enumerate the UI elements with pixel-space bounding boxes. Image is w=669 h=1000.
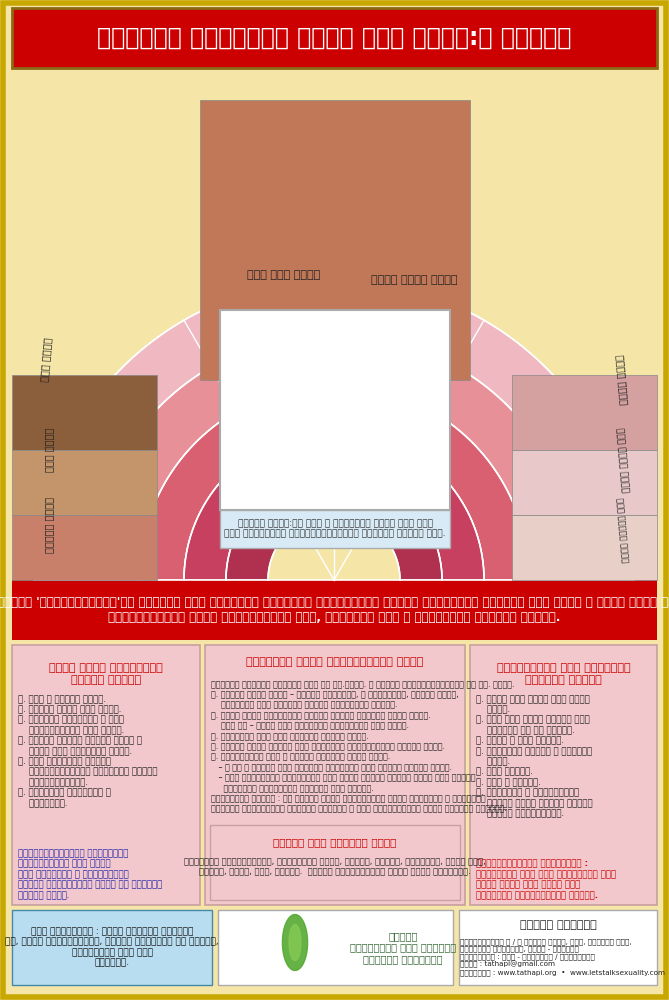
FancyBboxPatch shape bbox=[200, 100, 470, 380]
FancyBboxPatch shape bbox=[470, 645, 657, 905]
FancyBboxPatch shape bbox=[512, 375, 657, 450]
FancyBboxPatch shape bbox=[220, 310, 450, 510]
FancyBboxPatch shape bbox=[12, 515, 157, 580]
Polygon shape bbox=[88, 334, 580, 580]
Text: थोडे फिकट रक्त: थोडे फिकट रक्त bbox=[371, 275, 457, 285]
FancyBboxPatch shape bbox=[210, 825, 460, 900]
Text: रक्तपांडरीचे दुष्चक्र :
रक्तातील लोह कमी झाल्याने भूक
लागत नाही आणि आहार कमी
झाल: रक्तपांडरीचे दुष्चक्र : रक्तातील लोह कमी… bbox=[476, 860, 616, 900]
Text: भरपूर लोह असणारा आहार: भरपूर लोह असणारा आहार bbox=[274, 837, 397, 847]
Text: रक्तातलोह कमी असल्यास
होणारे त्रास: रक्तातलोह कमी असल्यास होणारे त्रास bbox=[496, 663, 630, 685]
FancyBboxPatch shape bbox=[12, 450, 157, 515]
FancyBboxPatch shape bbox=[12, 8, 657, 68]
Text: आवश्यक लोहाचे प्रमाण रोज ३० मि.ग्रॅ. व गरोदर स्त्रियांसाठी ४० मि. ग्रॅ.
१. समतोल: आवश्यक लोहाचे प्रमाण रोज ३० मि.ग्रॅ. व ग… bbox=[211, 680, 514, 814]
Text: खूप फिकट रक्त: खूप फिकट रक्त bbox=[615, 427, 630, 493]
Polygon shape bbox=[184, 430, 484, 580]
FancyBboxPatch shape bbox=[218, 910, 453, 985]
Text: रक्त फिकट पडण्याची
मुख्य कारणे: रक्त फिकट पडण्याची मुख्य कारणे bbox=[49, 663, 163, 685]
FancyBboxPatch shape bbox=[220, 510, 450, 548]
Polygon shape bbox=[226, 472, 442, 580]
Text: कमी लाल रक्त: कमी लाल रक्त bbox=[248, 270, 320, 280]
FancyBboxPatch shape bbox=[12, 580, 657, 640]
Polygon shape bbox=[34, 280, 634, 580]
Text: फिकट रक्त: फिकट रक्त bbox=[615, 355, 629, 405]
Text: हिरव्या पालेभाज्या, फळांवरची पाने, बाजरी, नाचणी, राजगिरा, काळे तीळ,
अहळीव, खजूर,: हिरव्या पालेभाज्या, फळांवरची पाने, बाजरी… bbox=[184, 857, 486, 876]
Polygon shape bbox=[289, 925, 301, 960]
FancyBboxPatch shape bbox=[459, 910, 657, 985]
FancyBboxPatch shape bbox=[12, 375, 157, 450]
Text: स्त्रियांमधील लोहाच्या
कमतरतेमुळे कमी आहार
आणि गरोदरपण व बाळंतपणात
जास्त रक्तस्र: स्त्रियांमधील लोहाच्या कमतरतेमुळे कमी आह… bbox=[18, 849, 163, 900]
Text: रेणुप्रकाश अ / २ मिराश मजला, ८१७, सदाशिव पेठ,
आसावारी पाजारकड, पुणे - ४११०२०
दूर: रेणुप्रकाश अ / २ मिराश मजला, ८१७, सदाशिव… bbox=[460, 938, 665, 976]
FancyBboxPatch shape bbox=[512, 515, 657, 580]
Text: रक्ताची लाली वाढवण्याचे उपाय: रक्ताची लाली वाढवण्याचे उपाय bbox=[246, 657, 423, 667]
FancyBboxPatch shape bbox=[205, 645, 465, 905]
Polygon shape bbox=[139, 385, 529, 580]
FancyBboxPatch shape bbox=[12, 910, 212, 985]
Text: मूळ संकल्पना : मानव आरोग्य वर्तुळ
१९, गणेश कॉम्पलेक्स, शारदा सोसायटी बस स्टँड,
अ: मूळ संकल्पना : मानव आरोग्य वर्तुळ १९, गण… bbox=[5, 927, 219, 968]
Text: खूप जास्त फिकट: खूप जास्त फिकट bbox=[615, 497, 630, 563]
Text: तथापि ट्रस्ट: तथापि ट्रस्ट bbox=[520, 920, 596, 930]
Text: रक्तातील 'हिमोग्लोबीन'चे प्रमाण कमी झाल्यास रक्ताची प्राणवायू वाहून नेण्याची क्ष: रक्तातील 'हिमोग्लोबीन'चे प्रमाण कमी झाल्… bbox=[0, 596, 669, 624]
Text: तथापि
स्त्रिया आणि आरोग्य
संसाधन संवर्धन: तथापि स्त्रिया आणि आरोग्य संसाधन संवर्धन bbox=[350, 931, 456, 964]
Text: १. थोडे काम केले तरी थकवा
    येणे.
२. खूप काम केले किंवा खूप
    चाललेल तर दम ल: १. थोडे काम केले तरी थकवा येणे. २. खूप क… bbox=[476, 695, 593, 818]
Text: लाल रक्त: लाल रक्त bbox=[44, 428, 54, 472]
Text: १. कमी व अपुरे जेवण.
२. पोटात आकडी जंत असणे.
३. वरचेवर मलेरिया व इतर
    संसर्गज: १. कमी व अपुरे जेवण. २. पोटात आकडी जंत अ… bbox=[18, 695, 157, 808]
Text: गडद रक्त: गडद रक्त bbox=[39, 338, 53, 382]
Text: आपल्या रक्ताची लाली आपण स्वत:च तपासा: आपल्या रक्ताची लाली आपण स्वत:च तपासा bbox=[97, 26, 572, 50]
FancyBboxPatch shape bbox=[512, 450, 657, 515]
FancyBboxPatch shape bbox=[12, 645, 200, 905]
Text: आरशात स्वत:ची जीभ व ओठाच्या आतला भाग बघा
आणि दिलेल्या चित्रांशेजरवर त्याची तुलना: आरशात स्वत:ची जीभ व ओठाच्या आतला भाग बघा… bbox=[224, 519, 446, 539]
Polygon shape bbox=[282, 915, 308, 970]
FancyBboxPatch shape bbox=[3, 3, 666, 997]
Text: उत्तम रक्त: उत्तम रक्त bbox=[44, 497, 54, 553]
